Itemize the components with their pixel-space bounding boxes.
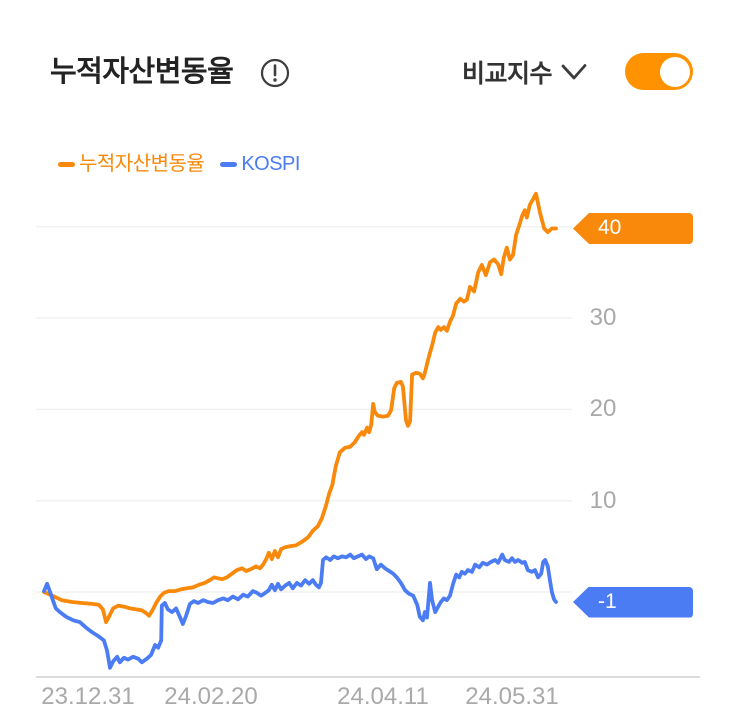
y-axis-label-20: 20 — [589, 395, 617, 423]
x-axis-label-2: 24.04.11 — [337, 683, 429, 710]
x-axis-label-0: 23.12.31 — [41, 683, 135, 710]
x-axis-label-3: 24.05.31 — [465, 683, 559, 710]
legend-dash-asset — [58, 161, 75, 167]
end-badge-value: 40 — [598, 216, 622, 240]
legend-label-asset: 누적자산변동율 — [79, 152, 205, 175]
chevron-down-icon — [561, 64, 587, 80]
y-axis-label-30: 30 — [589, 304, 617, 331]
compare-index-label: 비교지수 — [462, 60, 553, 88]
page-title: 누적자산변동율 — [50, 56, 234, 88]
compare-index-dropdown[interactable]: 비교지수 — [462, 52, 587, 92]
end-badge-value: -1 — [598, 590, 617, 614]
compare-index-toggle[interactable] — [625, 53, 693, 90]
chart-legend: 누적자산변동율 KOSPI — [58, 152, 300, 176]
y-axis-label-10: 10 — [589, 486, 617, 514]
series-line-kospi — [42, 552, 558, 670]
end-badge-kospi: -1 — [573, 586, 693, 618]
legend-label-kospi: KOSPI — [241, 152, 300, 175]
toggle-knob — [659, 56, 690, 87]
end-badge-asset: 40 — [573, 212, 693, 244]
legend-dash-kospi — [220, 161, 238, 167]
x-axis-label-1: 24.02.20 — [164, 683, 258, 710]
info-circle-icon — [260, 58, 290, 88]
series-line-asset — [42, 191, 558, 624]
info-button[interactable] — [260, 58, 290, 88]
